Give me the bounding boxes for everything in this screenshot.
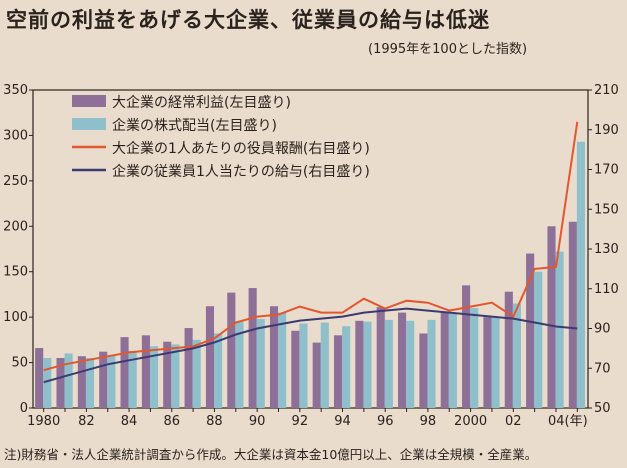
right-axis-tick-label: 90 [594, 322, 611, 337]
x-axis-tick-label: 02 [505, 414, 522, 429]
profit-bar [77, 356, 86, 408]
x-axis-tick-label: 04(年) [548, 414, 588, 429]
x-axis-tick-label: 2000 [454, 414, 487, 429]
dividend-bar [384, 319, 393, 408]
right-axis-tick-label: 70 [594, 361, 611, 376]
left-axis-tick-label: 300 [3, 128, 28, 143]
legend-swatch [72, 118, 106, 130]
dividend-bar [64, 353, 73, 408]
left-axis-tick-label: 0 [20, 401, 28, 416]
x-axis-tick-label: 98 [420, 414, 437, 429]
profit-bar [376, 307, 385, 408]
left-axis-tick-label: 200 [3, 219, 28, 234]
dividend-bar [576, 141, 586, 408]
x-axis-tick-label: 92 [292, 414, 309, 429]
right-axis-tick-label: 110 [594, 282, 619, 297]
dividend-bar [299, 323, 308, 408]
profit-bar [184, 328, 193, 408]
profit-bar [526, 253, 535, 408]
employee-pay-line [43, 307, 578, 384]
dividend-bar [235, 321, 244, 408]
right-axis-tick-label: 190 [594, 123, 619, 138]
chart-title: 空前の利益をあげる大企業、従業員の給与は低迷 [6, 8, 490, 32]
dividend-bar [406, 320, 415, 408]
x-axis-tick-label: 88 [206, 414, 223, 429]
profit-bar [504, 291, 513, 408]
left-axis-tick-label: 100 [3, 310, 28, 325]
dividend-bar [214, 333, 223, 408]
left-axis-tick-label: 50 [11, 356, 28, 371]
profit-bar [312, 342, 321, 408]
x-axis-tick-label: 96 [377, 414, 394, 429]
legend-label: 大企業の経常利益(左目盛り) [112, 94, 291, 111]
profit-bar [483, 317, 492, 408]
x-axis-tick-label: 94 [334, 414, 351, 429]
dividend-bar [43, 358, 52, 408]
dividend-bar [363, 321, 372, 408]
profit-bar [205, 306, 215, 408]
dividend-bar [149, 346, 159, 408]
right-axis-tick-label: 210 [594, 83, 619, 98]
profit-bar [547, 226, 556, 408]
profit-bar [440, 312, 449, 408]
source-note: 注)財務省・法人企業統計調査から作成。大企業は資本金10億円以上、企業は全規模・… [4, 447, 538, 462]
profit-bar [291, 330, 300, 408]
dividend-bar [320, 322, 329, 408]
dividend-bar [448, 312, 457, 408]
legend-label: 大企業の1人あたりの役員報酬(右目盛り) [112, 140, 370, 157]
profit-bar [120, 337, 129, 408]
dividend-bar [107, 355, 116, 408]
dividend-bar [512, 303, 521, 408]
chart-subtitle: (1995年を100とした指数) [368, 42, 528, 57]
dividend-bar [171, 344, 180, 408]
profit-bar [163, 341, 172, 408]
right-axis-tick-label: 150 [594, 202, 619, 217]
dividend-bar [278, 312, 287, 408]
right-axis-tick-label: 170 [594, 163, 619, 178]
left-axis-tick-label: 350 [3, 83, 28, 98]
profit-bar [355, 320, 364, 408]
profit-bar [35, 348, 44, 408]
legend-label: 企業の株式配当(左目盛り) [112, 117, 277, 134]
dividend-bar [342, 326, 351, 408]
legend-swatch [72, 95, 106, 107]
dividend-bar [192, 339, 201, 408]
legend-label: 企業の従業員1人当たりの給与(右目盛り) [112, 163, 370, 180]
profit-bar [269, 306, 279, 408]
left-axis-tick-label: 250 [3, 174, 28, 189]
profit-bar [568, 221, 577, 408]
right-axis-tick-label: 50 [594, 401, 611, 416]
x-axis-tick-label: 90 [249, 414, 266, 429]
x-axis-tick-label: 82 [78, 414, 95, 429]
profit-bar [99, 351, 108, 408]
dividend-bar [427, 319, 436, 408]
dividend-bar [534, 271, 543, 408]
profit-bar [248, 288, 257, 408]
dividend-bar [470, 308, 479, 408]
dividend-bar [491, 317, 500, 408]
profit-bar [333, 335, 343, 408]
profit-bar [141, 335, 150, 408]
profit-bar [419, 333, 428, 408]
x-axis-tick-label: 1980 [27, 414, 60, 429]
dividend-bar [555, 251, 564, 408]
left-axis-tick-label: 150 [3, 265, 28, 280]
x-axis-tick-label: 86 [163, 414, 180, 429]
right-axis-tick-label: 130 [594, 242, 619, 257]
profit-bar [227, 292, 236, 408]
profit-bar [462, 285, 471, 408]
dividend-bar [256, 318, 265, 408]
profit-bar [398, 312, 407, 408]
exec-pay-line [43, 121, 579, 372]
dividend-bar [85, 358, 95, 408]
x-axis-tick-label: 84 [121, 414, 138, 429]
profit-bar [56, 358, 65, 408]
dividend-bar [128, 350, 137, 408]
